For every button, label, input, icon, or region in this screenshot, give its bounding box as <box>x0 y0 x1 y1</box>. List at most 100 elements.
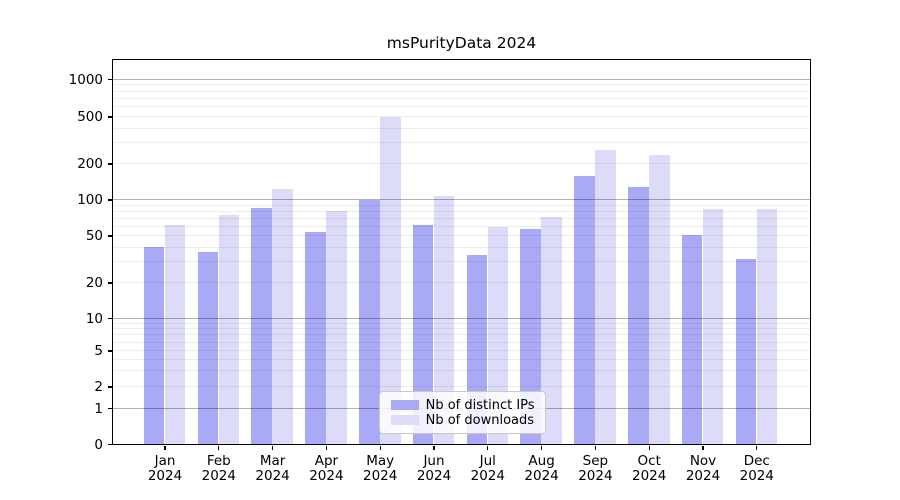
bar-ips-may <box>359 199 380 445</box>
bar-downloads-jun <box>433 196 455 445</box>
y-tick-label: 500 <box>77 109 103 125</box>
y-tick-label: 100 <box>77 192 103 208</box>
gridline-minor <box>112 142 810 144</box>
x-tick-mark <box>164 445 166 451</box>
bar-downloads-jul <box>487 227 509 445</box>
gridline-minor <box>112 127 810 129</box>
x-tick-mark <box>648 445 650 451</box>
gridline-minor <box>112 217 810 219</box>
x-tick-label: Feb 2024 <box>201 452 236 484</box>
bar-ips-apr <box>305 231 326 445</box>
gridline-minor <box>112 97 810 99</box>
legend-label-downloads: Nb of downloads <box>425 412 535 428</box>
bar-ips-dec <box>735 258 757 445</box>
gridline-minor <box>112 163 810 165</box>
x-tick-label: Jun 2024 <box>416 452 452 484</box>
x-tick-label: Nov 2024 <box>685 452 721 484</box>
bar-downloads-feb <box>218 215 240 445</box>
bar-downloads-nov <box>702 209 724 445</box>
y-tick-mark <box>107 116 112 118</box>
y-tick-label: 200 <box>77 156 103 172</box>
gridline-minor <box>112 204 810 206</box>
y-tick-mark <box>107 199 112 201</box>
y-tick-mark <box>107 78 112 81</box>
gridline-minor <box>112 358 810 360</box>
x-tick-mark <box>756 445 758 451</box>
gridline-minor <box>112 334 810 336</box>
legend-swatch-downloads <box>390 414 419 426</box>
x-tick-label: Jul 2024 <box>470 452 505 484</box>
gridline-minor <box>112 246 810 248</box>
bar-ips-feb <box>197 252 219 445</box>
gridline-minor <box>112 386 810 388</box>
y-tick-label: 50 <box>85 228 103 244</box>
gridline-minor <box>112 341 810 343</box>
bar-downloads-dec <box>756 208 778 445</box>
gridline-minor <box>112 116 810 118</box>
x-tick-mark <box>487 445 489 451</box>
x-tick-mark <box>379 445 381 451</box>
bar-ips-sep <box>574 175 595 445</box>
bar-ips-oct <box>628 186 649 445</box>
gridline-minor <box>112 106 810 108</box>
y-tick-label: 0 <box>94 436 103 453</box>
x-tick-mark <box>218 445 220 451</box>
gridline-major <box>112 317 810 319</box>
y-tick-label: 10 <box>85 310 103 327</box>
x-tick-label: Mar 2024 <box>255 452 290 484</box>
y-tick-label: 20 <box>85 275 103 291</box>
bar-ips-mar <box>251 208 272 445</box>
gridline-minor <box>112 84 810 86</box>
y-tick-label: 5 <box>94 343 103 359</box>
y-tick-mark <box>107 443 112 446</box>
y-tick-label: 1 <box>94 400 103 417</box>
legend-swatch-distinct-ips <box>390 399 419 411</box>
bar-ips-nov <box>681 234 703 445</box>
gridline-minor <box>112 328 810 330</box>
y-tick-mark <box>107 317 112 320</box>
gridline-minor <box>112 282 810 284</box>
x-tick-mark <box>702 445 704 451</box>
y-tick-mark <box>107 235 112 237</box>
x-tick-mark <box>594 445 597 451</box>
y-tick-mark <box>107 163 112 165</box>
bar-downloads-apr <box>326 211 347 445</box>
gridline-minor <box>112 90 810 92</box>
gridline-major <box>112 78 810 80</box>
x-tick-mark <box>540 445 543 451</box>
y-tick-label: 1000 <box>68 71 103 88</box>
y-tick-mark <box>107 350 112 352</box>
bar-ips-jun <box>412 225 434 445</box>
y-tick-mark <box>107 407 112 410</box>
bar-downloads-jan <box>164 225 186 445</box>
gridline-minor <box>112 235 810 237</box>
chart-title: msPurityData 2024 <box>386 34 537 52</box>
gridline-minor <box>112 261 810 263</box>
x-tick-label: Sep 2024 <box>578 452 613 484</box>
gridline-minor <box>112 225 810 227</box>
gridline-minor <box>112 322 810 324</box>
bar-downloads-aug <box>541 216 562 445</box>
y-tick-mark <box>107 386 112 388</box>
gridline-minor <box>112 350 810 352</box>
x-tick-label: Jan 2024 <box>147 452 183 484</box>
x-tick-mark <box>325 445 328 451</box>
x-tick-label: Oct 2024 <box>632 452 667 484</box>
x-tick-label: May 2024 <box>363 452 398 484</box>
y-tick-label: 2 <box>94 379 103 395</box>
gridline-minor <box>112 210 810 212</box>
x-tick-label: Dec 2024 <box>739 452 774 484</box>
y-tick-mark <box>107 282 112 284</box>
bar-downloads-sep <box>595 149 616 445</box>
x-tick-mark <box>271 445 274 451</box>
legend-item-distinct-ips: Nb of distinct IPs <box>390 397 536 413</box>
legend: Nb of distinct IPs Nb of downloads <box>378 390 546 434</box>
x-tick-label: Aug 2024 <box>524 452 559 484</box>
legend-label-distinct-ips: Nb of distinct IPs <box>425 397 535 413</box>
bar-downloads-oct <box>649 155 670 445</box>
bar-ips-jan <box>143 247 165 445</box>
gridline-major <box>112 199 810 201</box>
plot-area: Nb of distinct IPs Nb of downloads <box>111 58 811 446</box>
bar-downloads-may <box>380 116 401 445</box>
